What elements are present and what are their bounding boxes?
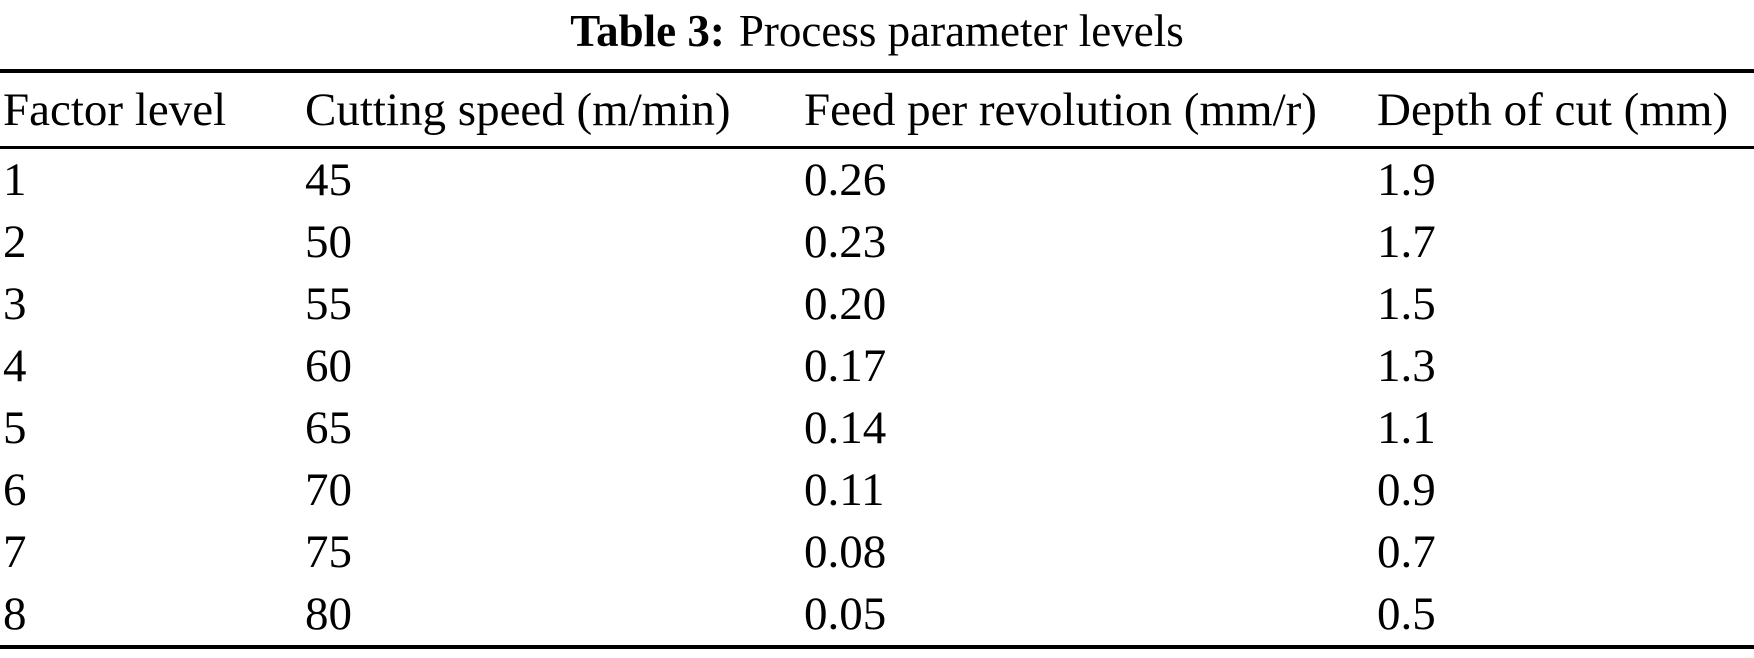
- process-parameter-levels-table: Factor level Cutting speed (m/min) Feed …: [0, 69, 1754, 649]
- cell-cutting-speed: 55: [305, 278, 352, 330]
- table-row: 1 45 0.26 1.9: [0, 148, 1754, 212]
- cell-feed-per-revolution: 0.20: [804, 278, 887, 330]
- column-header-cutting-speed: Cutting speed (m/min): [305, 71, 804, 149]
- header-row: Factor level Cutting speed (m/min) Feed …: [0, 71, 1754, 149]
- column-header-factor-level: Factor level: [0, 71, 305, 149]
- table-row: 7 75 0.08 0.7: [0, 521, 1754, 583]
- cell-feed-per-revolution: 0.23: [804, 216, 887, 268]
- table-caption-label: Table 3:: [570, 6, 725, 56]
- cell-factor-level: 6: [3, 464, 27, 516]
- cell-feed-per-revolution: 0.08: [804, 526, 887, 578]
- cell-factor-level: 2: [3, 216, 27, 268]
- cell-cutting-speed: 45: [305, 154, 352, 206]
- cell-factor-level: 5: [3, 402, 27, 454]
- table-row: 3 55 0.20 1.5: [0, 273, 1754, 335]
- cell-feed-per-revolution: 0.26: [804, 154, 887, 206]
- table-caption: Table 3: Process parameter levels: [0, 0, 1754, 69]
- cell-cutting-speed: 65: [305, 402, 352, 454]
- column-header-feed-per-revolution: Feed per revolution (mm/r): [804, 71, 1377, 149]
- cell-factor-level: 4: [3, 340, 27, 392]
- cell-depth-of-cut: 0.9: [1377, 464, 1436, 516]
- cell-depth-of-cut: 1.5: [1377, 278, 1436, 330]
- table-row: 2 50 0.23 1.7: [0, 211, 1754, 273]
- cell-feed-per-revolution: 0.17: [804, 340, 887, 392]
- column-header-depth-of-cut: Depth of cut (mm): [1377, 71, 1754, 149]
- cell-depth-of-cut: 0.7: [1377, 526, 1436, 578]
- cell-depth-of-cut: 0.5: [1377, 588, 1436, 640]
- cell-cutting-speed: 50: [305, 216, 352, 268]
- table-row: 4 60 0.17 1.3: [0, 335, 1754, 397]
- table-row: 6 70 0.11 0.9: [0, 459, 1754, 521]
- table-row: 5 65 0.14 1.1: [0, 397, 1754, 459]
- cell-factor-level: 3: [3, 278, 27, 330]
- cell-cutting-speed: 70: [305, 464, 352, 516]
- cell-cutting-speed: 75: [305, 526, 352, 578]
- cell-factor-level: 7: [3, 526, 27, 578]
- cell-feed-per-revolution: 0.14: [804, 402, 887, 454]
- cell-cutting-speed: 60: [305, 340, 352, 392]
- cell-factor-level: 1: [3, 154, 27, 206]
- table-caption-text: Process parameter levels: [738, 6, 1184, 56]
- cell-feed-per-revolution: 0.05: [804, 588, 887, 640]
- cell-cutting-speed: 80: [305, 588, 352, 640]
- cell-depth-of-cut: 1.7: [1377, 216, 1436, 268]
- cell-factor-level: 8: [3, 588, 27, 640]
- table-row: 8 80 0.05 0.5: [0, 583, 1754, 647]
- cell-depth-of-cut: 1.1: [1377, 402, 1436, 454]
- cell-depth-of-cut: 1.3: [1377, 340, 1436, 392]
- cell-depth-of-cut: 1.9: [1377, 154, 1436, 206]
- cell-feed-per-revolution: 0.11: [804, 464, 885, 516]
